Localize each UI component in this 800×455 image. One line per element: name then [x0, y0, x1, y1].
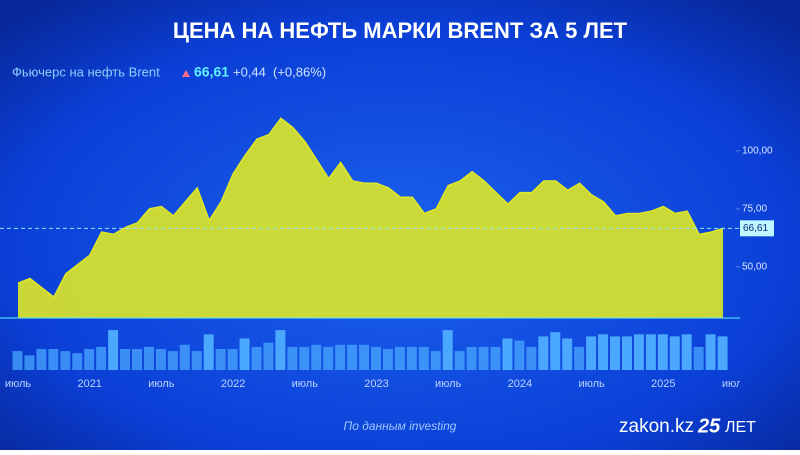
- current-box: [740, 220, 774, 237]
- volume-bar: [633, 334, 644, 370]
- volume-bar: [382, 349, 393, 370]
- volume-bar: [167, 351, 178, 370]
- up-arrow: [182, 70, 190, 77]
- change-pct: (+0,86%): [273, 64, 326, 79]
- price: 66,61: [194, 64, 229, 80]
- years: 25: [697, 415, 721, 437]
- volume-bar: [143, 346, 154, 370]
- volume-bar: [215, 349, 226, 370]
- volume-bar: [502, 338, 513, 370]
- volume-bar: [418, 346, 429, 370]
- x-tick-label: 2021: [77, 378, 101, 390]
- x-tick-label: 2024: [508, 378, 532, 390]
- current-label: 66,61: [743, 223, 768, 234]
- volume-bar: [60, 351, 71, 370]
- x-tick-label: 2025: [651, 378, 675, 390]
- volume-bar: [347, 344, 358, 370]
- volume-bar: [490, 346, 501, 370]
- x-tick-label: июль: [435, 378, 462, 390]
- brand: zakon.kz: [619, 416, 694, 437]
- x-axis: июль 2021 июль 2022 июль 2023 июль 2024 июль 2025…: [5, 378, 749, 390]
- volume-bar: [645, 334, 656, 370]
- volume-bar: [717, 336, 728, 370]
- volume-bar: [275, 330, 286, 370]
- volume-bar: [132, 349, 142, 370]
- y-tick-label: 75,00: [742, 203, 767, 214]
- volume-bar: [598, 334, 609, 370]
- x-tick-label: июль: [5, 378, 32, 390]
- volume-bar: [693, 346, 704, 370]
- volume-bar: [394, 346, 405, 370]
- volume-bar: [371, 346, 381, 370]
- x-tick-label: июль: [148, 378, 175, 390]
- volume-bar: [466, 346, 477, 370]
- volume-bar: [705, 334, 716, 370]
- chart-title: ЦЕНА НА НЕФТЬ МАРКИ BRENT ЗА 5 ЛЕТ: [173, 18, 628, 43]
- instrument: Фьючерс на нефть Brent: [12, 64, 160, 79]
- volume-bar: [478, 346, 489, 370]
- volume-bar: [120, 349, 131, 370]
- volume-bar: [586, 336, 597, 370]
- volume-bar: [442, 330, 453, 370]
- volume-bar: [669, 336, 680, 370]
- volume-bar: [323, 346, 334, 370]
- x-tick-label: июль: [578, 378, 605, 390]
- volume-bar: [251, 346, 262, 370]
- volume-bar: [96, 346, 107, 370]
- source: По данным investing: [344, 419, 457, 433]
- volume-bar: [610, 336, 620, 370]
- volume-bar: [179, 344, 190, 370]
- x-tick-label: 2022: [221, 378, 245, 390]
- years-word: ЛЕТ: [725, 419, 756, 436]
- volume-bar: [359, 344, 370, 370]
- volume-bar: [657, 334, 668, 370]
- x-tick-label: июль: [722, 378, 749, 390]
- volume-bar: [526, 346, 537, 370]
- volume-bar: [454, 351, 465, 370]
- price-line: [17, 117, 724, 299]
- volume-bar: [84, 349, 95, 370]
- volume-bar: [72, 353, 83, 370]
- x-tick-label: 2023: [364, 378, 388, 390]
- volume-bar: [191, 351, 202, 370]
- volume-bar: [574, 346, 585, 370]
- x-tick-label: июль: [292, 378, 319, 390]
- volume-bar: [550, 332, 561, 370]
- volume-bar: [203, 334, 214, 370]
- volume-bar: [263, 342, 274, 370]
- volume-bar: [621, 336, 632, 370]
- volume-bar: [562, 338, 573, 370]
- y-tick-label: 50,00: [742, 262, 767, 273]
- change: +0,44: [233, 64, 266, 79]
- volume-bar: [299, 346, 310, 370]
- volume-bar: [406, 346, 417, 370]
- volume-bar: [239, 338, 250, 370]
- volume-bar: [538, 336, 549, 370]
- volume-bar: [311, 344, 322, 370]
- volume-bar: [155, 349, 166, 370]
- volume-bar: [430, 351, 441, 370]
- volume-bar: [48, 349, 59, 370]
- volume-bar: [12, 351, 23, 370]
- volume-bar: [36, 349, 47, 370]
- volume-bar: [681, 334, 692, 370]
- volume-bar: [227, 349, 238, 370]
- volume-bar: [514, 340, 525, 370]
- volume-bar: [335, 344, 346, 370]
- area-fill: [18, 118, 724, 319]
- volume-bar: [24, 355, 35, 370]
- y-tick-label: 100,00: [742, 145, 773, 156]
- volume-bar: [108, 330, 119, 370]
- volume-bar: [287, 346, 298, 370]
